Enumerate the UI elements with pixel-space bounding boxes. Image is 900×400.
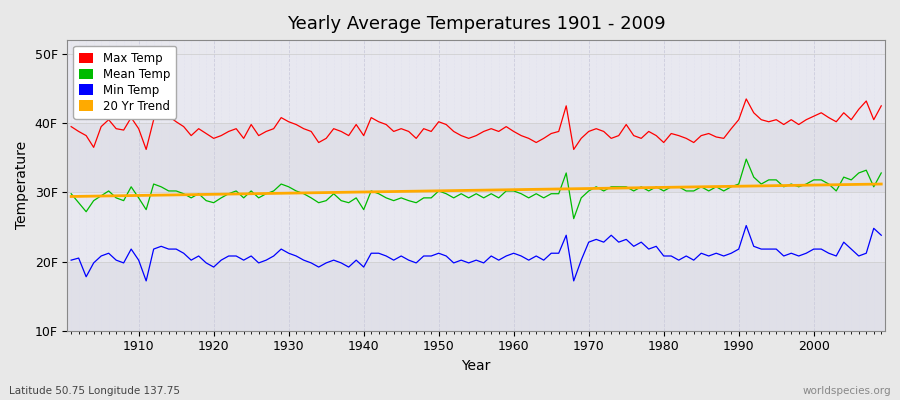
X-axis label: Year: Year [462, 359, 490, 373]
Legend: Max Temp, Mean Temp, Min Temp, 20 Yr Trend: Max Temp, Mean Temp, Min Temp, 20 Yr Tre… [73, 46, 176, 119]
Bar [68, 123, 885, 192]
Text: Latitude 50.75 Longitude 137.75: Latitude 50.75 Longitude 137.75 [9, 386, 180, 396]
Text: worldspecies.org: worldspecies.org [803, 386, 891, 396]
Bar [68, 54, 885, 123]
Y-axis label: Temperature: Temperature [15, 141, 29, 230]
Title: Yearly Average Temperatures 1901 - 2009: Yearly Average Temperatures 1901 - 2009 [287, 15, 665, 33]
Bar [68, 262, 885, 331]
Bar [68, 192, 885, 262]
